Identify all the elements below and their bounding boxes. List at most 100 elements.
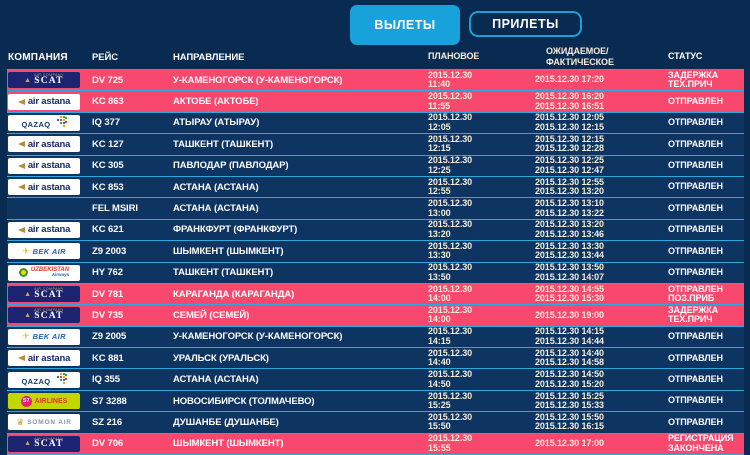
destination: АСТАНА (АСТАНА) [173, 374, 259, 386]
expected-time: 2015.12.30 12:05 2015.12.30 12:15 [535, 112, 604, 132]
flight-status: ЗАДЕРЖКА ТЕХ.ПРИЧ [668, 304, 719, 325]
somon-air-name: SOMON AIR [27, 418, 72, 426]
flight-number: KC 305 [92, 160, 124, 172]
air-astana-logo: air astana [8, 136, 80, 153]
s7-airlines-logo: S7 AIRLINES [8, 393, 80, 410]
air-astana-arrow-icon [17, 184, 25, 191]
flight-row: QAZAQ IQ 355 АСТАНА (АСТАНА) 2015.12.30 1… [7, 369, 744, 391]
scat-name: SCAT [34, 289, 64, 300]
bek-air-name: BEK AIR [32, 332, 66, 342]
flight-status: ОТПРАВЛЕН [668, 373, 723, 384]
planned-time: 2015.12.30 13:20 [428, 219, 473, 239]
header-flight: РЕЙС [92, 51, 118, 63]
destination: АКТОБЕ (АКТОБЕ) [173, 96, 259, 108]
header-status: СТАТУС [668, 51, 703, 62]
flight-number: KC 853 [92, 181, 124, 193]
bek-air-bird-icon: ✈ [22, 331, 30, 342]
expected-time: 2015.12.30 13:20 2015.12.30 13:46 [535, 219, 604, 239]
destination: АСТАНА (АСТАНА) [173, 203, 259, 215]
header-expected-line1: ОЖИДАЕМОЕ/ [546, 46, 609, 56]
destination: ТАШКЕНТ (ТАШКЕНТ) [173, 267, 274, 279]
air-astana-name: air astana [27, 352, 71, 364]
airline-logo-cell: ✈ BEK AIR [7, 243, 92, 260]
header-company: КОМПАНИЯ [8, 51, 68, 63]
flight-status: ОТПРАВЛЕН [668, 160, 723, 170]
air-astana-arrow-icon [17, 141, 25, 148]
tab-departures-label: ВЫЛЕТЫ [374, 18, 436, 32]
flight-status: ОТПРАВЛЕН [668, 181, 723, 192]
planned-time: 2015.12.30 14:00 [428, 304, 473, 325]
expected-time: 2015.12.30 12:25 2015.12.30 12:47 [535, 155, 604, 175]
scat-subtitle: AIR COMPANY [34, 436, 64, 441]
flight-row: air astana KC 863 АКТОБЕ (АКТОБЕ) 2015.1… [7, 91, 744, 113]
uzbekistan-airways-logo: UZBEKISTAN Airways [8, 264, 80, 281]
flight-status: ОТПРАВЛЕН ПОЗ.ПРИБ [668, 283, 723, 304]
header-expected-line2: ФАКТИЧЕСКОЕ [546, 57, 614, 67]
flight-number: HY 762 [92, 267, 123, 279]
flight-status: ОТПРАВЛЕН [668, 95, 723, 106]
expected-time: 2015.12.30 17:20 [535, 74, 604, 85]
flight-status: ОТПРАВЛЕН [668, 331, 723, 342]
scat-subtitle: AIR COMPANY [34, 287, 64, 292]
airline-logo-cell: air astana [7, 350, 92, 367]
tab-arrivals[interactable]: ПРИЛЕТЫ [469, 11, 582, 37]
airline-logo-cell: air astana [7, 157, 92, 174]
destination: СЕМЕЙ (СЕМЕЙ) [173, 309, 250, 321]
expected-time: 2015.12.30 14:55 2015.12.30 15:30 [535, 283, 604, 304]
flight-row: QAZAQ IQ 377 АТЫРАУ (АТЫРАУ) 2015.12.30 1… [7, 112, 744, 135]
flight-row: ✈ BEK AIR Z9 2005 У-КАМЕНОГОРСК (У-КАМЕНО… [7, 326, 744, 349]
expected-time: 2015.12.30 13:50 2015.12.30 14:07 [535, 262, 604, 282]
qazaq-dots-icon [54, 372, 67, 385]
planned-time: 2015.12.30 12:55 [428, 176, 473, 197]
destination: ФРАНКФУРТ (ФРАНКФУРТ) [173, 224, 298, 236]
bek-air-name: BEK AIR [32, 246, 66, 256]
destination: ДУШАНБЕ (ДУШАНБЕ) [173, 416, 279, 428]
flight-number: DV 735 [92, 309, 124, 321]
expected-time: 2015.12.30 19:00 [535, 309, 604, 320]
planned-time: 2015.12.30 13:30 [428, 240, 473, 261]
flight-status: ОТПРАВЛЕН [668, 352, 723, 363]
air-astana-arrow-icon [17, 355, 25, 362]
flight-number: Z9 2003 [92, 245, 127, 257]
scat-subtitle: AIR COMPANY [34, 308, 64, 313]
bek-air-logo: ✈ BEK AIR [8, 328, 80, 345]
air-astana-arrow-icon [17, 98, 25, 105]
flight-number: KC 863 [92, 96, 124, 108]
expected-time: 2015.12.30 17:00 [535, 438, 604, 449]
flight-number: Z9 2005 [92, 331, 127, 343]
air-astana-logo: air astana [8, 93, 80, 110]
destination: ПАВЛОДАР (ПАВЛОДАР) [173, 160, 289, 172]
destination: АТЫРАУ (АТЫРАУ) [173, 117, 260, 129]
flight-row: air astana KC 853 АСТАНА (АСТАНА) 2015.1… [7, 176, 744, 199]
scat-logo: ▲ AIR COMPANY SCAT [8, 307, 80, 324]
qazaq-dots-icon [54, 115, 67, 128]
destination: ШЫМКЕНТ (ШЫМКЕНТ) [173, 245, 284, 257]
qazaq-logo: QAZAQ [8, 371, 80, 388]
planned-time: 2015.12.30 14:00 [428, 283, 473, 304]
flight-status: ОТПРАВЛЕН [668, 266, 723, 277]
flight-row: ▲ AIR COMPANY SCAT DV 781 КАРАГАНДА (КАРАГ… [7, 283, 744, 306]
flight-row: ♛ SOMON AIR SZ 216 ДУШАНБЕ (ДУШАНБЕ) 2015… [7, 411, 744, 434]
table-header: КОМПАНИЯ РЕЙС НАПРАВЛЕНИЕ ПЛАНОВОЕ ОЖИДА… [7, 46, 744, 68]
header-direction: НАПРАВЛЕНИЕ [173, 51, 245, 63]
planned-time: 2015.12.30 12:25 [428, 155, 473, 175]
scat-emblem-icon: ▲ [24, 76, 32, 84]
air-astana-name: air astana [27, 181, 71, 193]
expected-time: 2015.12.30 14:40 2015.12.30 14:58 [535, 347, 604, 368]
expected-time: 2015.12.30 15:50 2015.12.30 16:15 [535, 411, 604, 432]
planned-time: 2015.12.30 11:40 [428, 69, 473, 90]
flight-row: ▲ AIR COMPANY SCAT DV 725 У-КАМЕНОГОРСК (У… [7, 69, 744, 92]
scat-logo: ▲ AIR COMPANY SCAT [8, 72, 80, 89]
planned-time: 2015.12.30 13:00 [428, 198, 473, 218]
tab-departures[interactable]: ВЫЛЕТЫ [350, 5, 460, 45]
destination: КАРАГАНДА (КАРАГАНДА) [173, 288, 295, 300]
qazaq-name: QAZAQ [21, 377, 51, 387]
flight-number: DV 725 [92, 74, 124, 86]
scat-logo: ▲ AIR COMPANY SCAT [8, 286, 80, 303]
air-astana-arrow-icon [17, 226, 25, 233]
flight-number: FEL MSIRI [92, 203, 138, 215]
flight-number: S7 3288 [92, 395, 127, 407]
airline-logo-cell: air astana [7, 221, 92, 238]
flight-row: FEL MSIRI АСТАНА (АСТАНА) 2015.12.30 13:0… [7, 198, 744, 220]
flight-status: ОТПРАВЛЕН [668, 117, 723, 128]
